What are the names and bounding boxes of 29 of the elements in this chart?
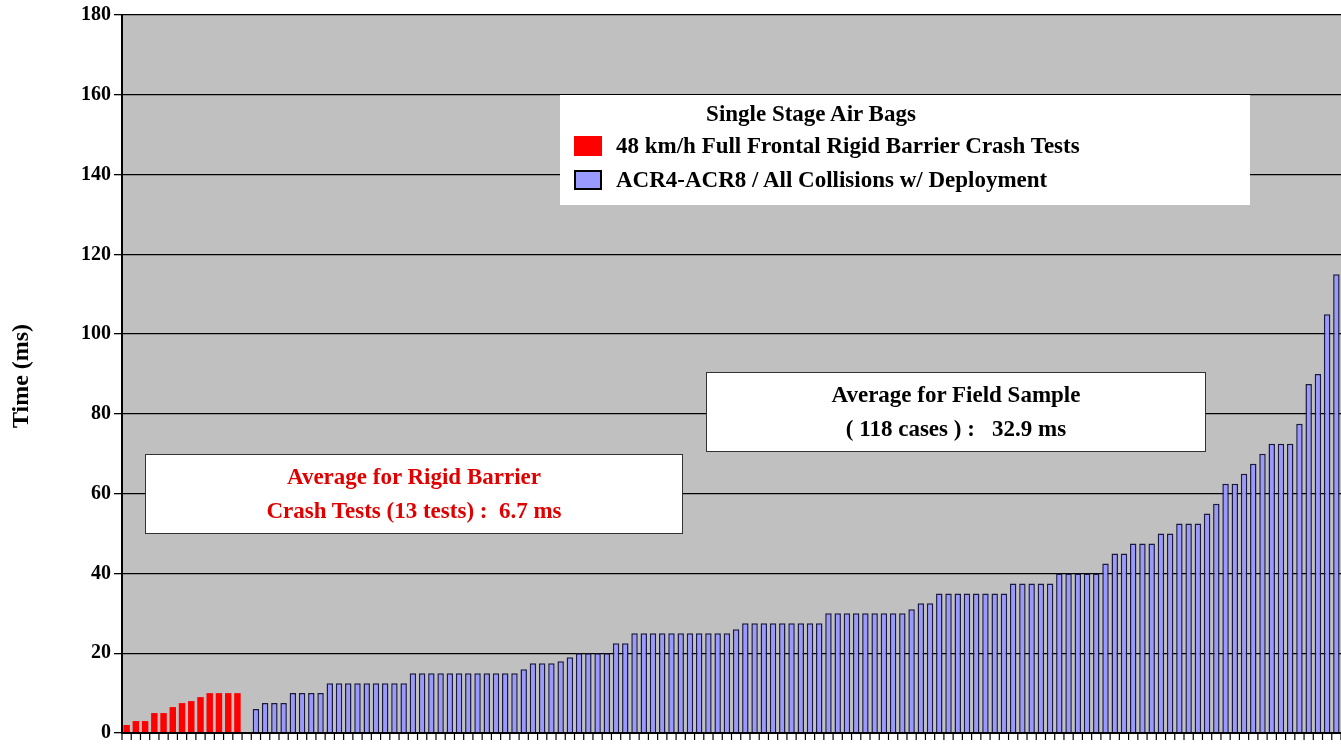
y-tick-label: 160 — [81, 81, 111, 104]
y-axis-title: Time (ms) — [6, 323, 34, 429]
y-tick-label: 140 — [81, 161, 111, 184]
bar — [197, 697, 204, 733]
text-box: Average for Rigid Barrier Crash Tests (13 tests) : 6.7 ms — [145, 454, 683, 534]
y-tick-label: 40 — [91, 560, 111, 583]
bar — [151, 713, 158, 733]
bar — [169, 707, 177, 733]
y-tick-label: 20 — [91, 640, 111, 663]
bar — [178, 703, 186, 733]
bar — [141, 721, 149, 733]
bar — [132, 721, 140, 733]
bar — [188, 701, 195, 733]
bar — [123, 725, 130, 733]
text-box: Average for Field Sample ( 118 cases ) : 32.9 ms — [706, 372, 1206, 452]
y-tick-label: 60 — [91, 480, 111, 503]
y-tick-label: 180 — [81, 2, 111, 25]
legend-title: Single Stage Air Bags — [705, 101, 917, 127]
bar — [224, 693, 232, 733]
y-tick-label: 100 — [81, 321, 111, 344]
legend-label: 48 km/h Full Frontal Rigid Barrier Crash Tests — [616, 132, 1080, 160]
bar — [160, 713, 167, 733]
y-tick-label: 0 — [101, 720, 111, 743]
bar — [206, 693, 213, 733]
bar — [215, 693, 223, 733]
y-tick-label: 120 — [81, 241, 111, 264]
bar — [234, 693, 241, 733]
legend-label: ACR4-ACR8 / All Collisions w/ Deployment — [616, 166, 1048, 194]
y-tick-label: 80 — [91, 401, 111, 424]
